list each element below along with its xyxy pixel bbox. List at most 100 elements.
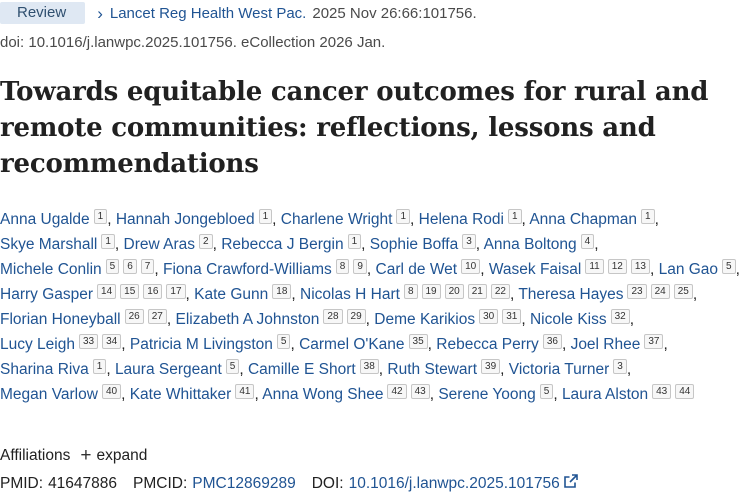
affiliation-number[interactable]: 41	[235, 384, 255, 399]
affiliation-number[interactable]: 25	[673, 284, 693, 299]
author-name-link[interactable]: Theresa Hayes	[518, 286, 624, 303]
author-name-link[interactable]: Rebecca J Bergin	[221, 236, 344, 253]
affiliation-number[interactable]: 1	[507, 209, 522, 224]
affiliation-number[interactable]: 34	[102, 334, 122, 349]
affiliation-number[interactable]: 14	[97, 284, 117, 299]
author-name-link[interactable]: Florian Honeyball	[0, 311, 121, 328]
affiliation-number[interactable]: 5	[722, 259, 736, 274]
author-name-link[interactable]: Camille E Short	[247, 361, 356, 378]
affiliation-number[interactable]: 1	[396, 209, 411, 224]
author-name-link[interactable]: Helena Rodi	[418, 211, 504, 228]
author-name-link[interactable]: Anna Ugalde	[0, 211, 90, 228]
author-name-link[interactable]: Kate Gunn	[194, 286, 269, 303]
author-name-link[interactable]: Laura Alston	[561, 386, 649, 403]
affiliation-number[interactable]: 7	[140, 259, 155, 274]
affiliation-number[interactable]: 1	[93, 209, 108, 224]
author-name-link[interactable]: Harry Gasper	[0, 286, 94, 303]
affiliation-number[interactable]: 9	[353, 259, 367, 274]
affiliation-number[interactable]: 2	[199, 234, 213, 249]
author-name-link[interactable]: Deme Karikios	[374, 311, 476, 328]
affiliation-number[interactable]: 8	[403, 284, 418, 299]
affiliation-number[interactable]: 13	[630, 259, 650, 274]
affiliation-number[interactable]: 37	[644, 334, 664, 349]
affiliation-number[interactable]: 30	[479, 309, 499, 324]
affiliation-number[interactable]: 26	[124, 309, 144, 324]
affiliation-number[interactable]: 8	[335, 259, 350, 274]
affiliation-number[interactable]: 39	[481, 359, 501, 374]
affiliation-number[interactable]: 1	[92, 359, 107, 374]
author-name-link[interactable]: Anna Wong Shee	[262, 386, 384, 403]
author-name-link[interactable]: Charlene Wright	[280, 211, 393, 228]
affiliation-number[interactable]: 10	[461, 259, 481, 274]
author-name-link[interactable]: Sharina Riva	[0, 361, 89, 378]
author-name-link[interactable]: Hannah Jongebloed	[115, 211, 255, 228]
expand-affiliations-toggle[interactable]: expand	[96, 446, 148, 464]
affiliation-number[interactable]: 22	[490, 284, 510, 299]
chevron-right-icon[interactable]: ›	[97, 3, 103, 23]
author-name-link[interactable]: Elizabeth A Johnston	[175, 311, 320, 328]
author-name-link[interactable]: Sophie Boffa	[369, 236, 459, 253]
affiliation-number[interactable]: 5	[276, 334, 291, 349]
author-name-link[interactable]: Skye Marshall	[0, 236, 98, 253]
affiliation-number[interactable]: 6	[123, 259, 137, 274]
affiliation-number[interactable]: 33	[78, 334, 99, 349]
affiliation-number[interactable]: 32	[610, 309, 630, 324]
external-link-icon[interactable]	[563, 474, 578, 493]
affiliation-number[interactable]: 3	[462, 234, 476, 249]
affiliation-number[interactable]: 20	[444, 284, 464, 299]
author-name-link[interactable]: Megan Varlow	[0, 386, 98, 403]
affiliation-number[interactable]: 11	[585, 259, 604, 274]
affiliation-number[interactable]: 1	[641, 209, 655, 224]
affiliation-number[interactable]: 19	[421, 284, 441, 299]
journal-link[interactable]: Lancet Reg Health West Pac.	[109, 4, 307, 22]
affiliation-number[interactable]: 1	[101, 234, 115, 249]
affiliation-number[interactable]: 28	[323, 309, 343, 324]
author-name-link[interactable]: Serene Yoong	[438, 386, 536, 403]
author-name-link[interactable]: Michele Conlin	[0, 261, 102, 278]
author-name-link[interactable]: Anna Boltong	[483, 236, 577, 253]
affiliation-number[interactable]: 18	[272, 284, 292, 299]
author-name-link[interactable]: Nicolas H Hart	[300, 286, 400, 303]
affiliation-number[interactable]: 4	[580, 234, 595, 249]
author-name-link[interactable]: Kate Whittaker	[129, 386, 232, 403]
affiliation-number[interactable]: 35	[408, 334, 428, 349]
affiliation-number[interactable]: 23	[627, 284, 647, 299]
affiliation-number[interactable]: 29	[346, 309, 366, 324]
author-name-link[interactable]: Fiona Crawford-Williams	[162, 261, 332, 278]
affiliation-number[interactable]: 17	[166, 284, 186, 299]
affiliation-number[interactable]: 1	[258, 209, 273, 224]
author-name-link[interactable]: Anna Chapman	[529, 211, 638, 228]
author-name-link[interactable]: Ruth Stewart	[387, 361, 478, 378]
affiliation-number[interactable]: 44	[675, 384, 695, 399]
author-name-link[interactable]: Patricia M Livingston	[129, 336, 273, 353]
affiliation-number[interactable]: 3	[613, 359, 627, 374]
affiliation-number[interactable]: 38	[359, 359, 379, 374]
affiliation-number[interactable]: 5	[105, 259, 120, 274]
affiliation-number[interactable]: 24	[650, 284, 670, 299]
affiliation-number[interactable]: 43	[652, 384, 672, 399]
affiliation-number[interactable]: 43	[410, 384, 430, 399]
affiliation-number[interactable]: 27	[147, 309, 167, 324]
affiliation-number[interactable]: 42	[387, 384, 407, 399]
affiliation-number[interactable]: 5	[225, 359, 240, 374]
author-name-link[interactable]: Laura Sergeant	[114, 361, 222, 378]
author-name-link[interactable]: Lan Gao	[658, 261, 719, 278]
author-name-link[interactable]: Rebecca Perry	[436, 336, 539, 353]
affiliation-number[interactable]: 36	[542, 334, 562, 349]
affiliation-number[interactable]: 1	[347, 234, 362, 249]
author-name-link[interactable]: Wasek Faisal	[488, 261, 582, 278]
author-name-link[interactable]: Carl de Wet	[375, 261, 458, 278]
author-name-link[interactable]: Victoria Turner	[508, 361, 610, 378]
affiliation-number[interactable]: 5	[539, 384, 554, 399]
affiliation-number[interactable]: 40	[101, 384, 122, 399]
affiliation-number[interactable]: 12	[607, 259, 627, 274]
affiliation-number[interactable]: 21	[467, 284, 487, 299]
author-name-link[interactable]: Drew Aras	[123, 236, 196, 253]
author-name-link[interactable]: Joel Rhee	[570, 336, 641, 353]
plus-icon[interactable]: +	[80, 445, 92, 466]
pmcid-link[interactable]: PMC12869289	[192, 474, 296, 492]
author-name-link[interactable]: Nicole Kiss	[529, 311, 607, 328]
affiliation-number[interactable]: 15	[120, 284, 140, 299]
affiliation-number[interactable]: 31	[502, 309, 522, 324]
author-name-link[interactable]: Carmel O'Kane	[299, 336, 405, 353]
